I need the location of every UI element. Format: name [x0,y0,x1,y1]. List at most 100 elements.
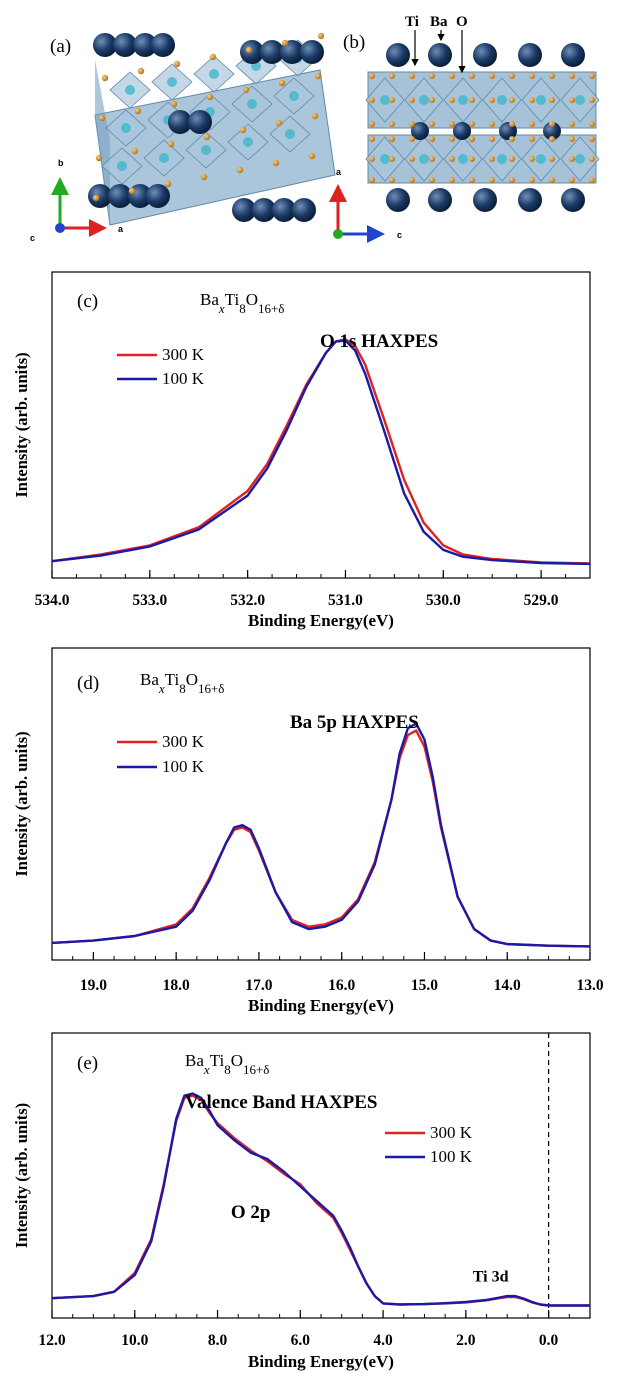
x-tick-label: 15.0 [411,977,438,994]
o-atom [281,39,289,47]
ba-atom [252,198,276,222]
o-atom [170,100,178,108]
y-axis-label: Intensity (arb. units) [12,1103,31,1248]
chart-ba5p: 19.0 18.0 17.0 16.0 15.0 14.0 13.0 (d) BaxTi8O16… [12,647,604,1015]
o-atom [409,136,415,142]
o-atom [509,156,515,162]
chart-valence-band: 12.0 10.0 8.0 6.0 4.0 2.0 0.0 (e) BaxTi8O16+δ Val… [12,1032,591,1371]
o-atom [239,126,247,134]
ti-atom [497,95,507,105]
axes-triad-b: a c [329,167,402,243]
o-atom [206,93,214,101]
o-atom [529,121,535,127]
o-atom [469,121,475,127]
o-atom [101,74,109,82]
o-atom [469,73,475,79]
panel-b-label: (b) [343,32,365,53]
ti-atom [121,123,131,133]
ba-atom [473,43,497,67]
o-atom [589,121,595,127]
ba-atom [88,184,112,208]
series-line-100k [51,339,591,566]
o-atom [98,114,106,122]
structure-panel-a: (a) b a c [30,32,336,243]
o-atom [569,156,575,162]
ti-atom [125,85,135,95]
ba-atom [428,188,452,212]
o-atom [489,73,495,79]
x-tick-label: 14.0 [494,977,521,994]
o-atom [509,97,515,103]
o-atom [409,177,415,183]
x-tick-label: 530.0 [426,592,461,609]
o-atom [242,86,250,94]
x-tick-label: 10.0 [121,1332,148,1349]
ti-atom [201,145,211,155]
ba-atom [428,43,452,67]
o-atom [429,156,435,162]
o-atom [272,159,280,167]
o-atom [369,136,375,142]
x-axis-label: Binding Energy(eV) [248,611,394,630]
o-atom [236,166,244,174]
atom-label-ba: Ba [430,14,448,30]
chart-title: Valence Band HAXPES [185,1092,378,1113]
o-atom [173,60,181,68]
o-atom [164,180,172,188]
o-atom [589,156,595,162]
axis-c-label: c [30,233,35,243]
structure-panel-b: (b) Ti Ba O a c [329,14,600,243]
legend-label: 300 K [162,732,205,751]
ba-atom [453,122,471,140]
o-atom [449,97,455,103]
x-tick-label: 8.0 [208,1332,228,1349]
plot-frame [51,271,591,579]
ba-atom [260,40,284,64]
x-tick-label: 532.0 [230,592,265,609]
o-atom [569,121,575,127]
ba-atom [108,184,132,208]
oxygen-atoms-b [369,73,595,183]
y-axis-label: Intensity (arb. units) [12,352,31,497]
o-atom [389,177,395,183]
o-atom [369,156,375,162]
o-atom [369,73,375,79]
peak-annotation: Ti 3d [473,1268,509,1285]
ti-atom [380,154,390,164]
ti-atom [289,91,299,101]
ti-atom [117,161,127,171]
o-atom [278,79,286,87]
o-atom [509,136,515,142]
o-atom [429,136,435,142]
o-atom [409,121,415,127]
o-atom [429,97,435,103]
axes-triad-a: b a c [30,158,124,243]
o-atom [589,97,595,103]
o-atom [167,140,175,148]
ba-atom [518,43,542,67]
panel-label: (c) [77,291,98,312]
x-tick-label: 0.0 [539,1332,559,1349]
ba-atom [386,188,410,212]
compound-formula: BaxTi8O16+δ [200,290,284,316]
series-line-100k [51,722,591,948]
o-atom [369,97,375,103]
series-line-100k [51,1092,590,1307]
o-atom [137,67,145,75]
x-tick-label: 6.0 [291,1332,311,1349]
axis-a-label-b: a [336,167,342,177]
ba-atom [93,33,117,57]
ba-atom [292,198,316,222]
o-atom [369,121,375,127]
o-atom [95,154,103,162]
axis-c-label-b: c [397,230,402,240]
ti-atom [458,95,468,105]
o-atom [389,156,395,162]
x-tick-label: 533.0 [132,592,167,609]
o-atom [589,136,595,142]
o-atom [209,53,217,61]
legend-label: 100 K [162,369,205,388]
ti-atom [497,154,507,164]
o-atom [389,136,395,142]
o-atom [469,177,475,183]
